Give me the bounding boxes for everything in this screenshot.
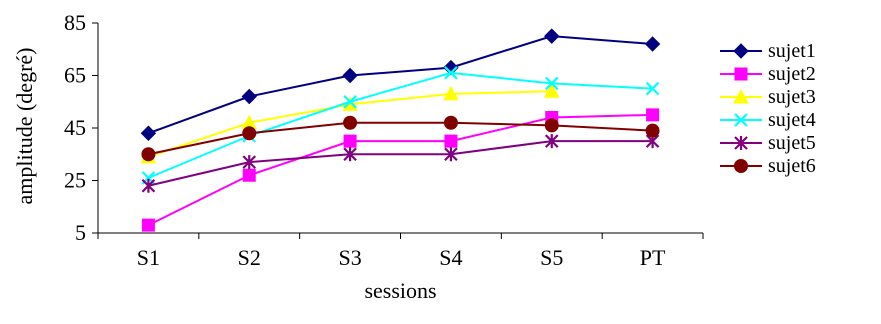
data-point <box>544 28 560 44</box>
series-layer <box>140 28 661 232</box>
series-line <box>148 140 653 187</box>
legend-marker <box>734 113 748 127</box>
x-tick-label: S2 <box>238 245 261 270</box>
y-ticks: 5 25 45 65 85 <box>64 10 98 245</box>
data-point <box>140 125 157 141</box>
y-tick-label: 65 <box>64 63 86 88</box>
legend-item: sujet5 <box>720 132 816 154</box>
legend-label: sujet6 <box>768 155 816 177</box>
legend-item: sujet4 <box>720 109 816 131</box>
data-point <box>644 36 661 52</box>
series-sujet5 <box>141 134 660 193</box>
data-point <box>343 94 357 109</box>
data-point <box>141 147 156 162</box>
x-tick-label: S3 <box>338 245 361 270</box>
series-sujet3 <box>140 83 560 164</box>
legend-label: sujet3 <box>768 86 816 108</box>
legend-item: sujet2 <box>720 63 816 85</box>
legend-item: sujet1 <box>720 40 816 62</box>
data-point <box>343 147 357 162</box>
data-point <box>242 155 257 170</box>
legend-label: sujet2 <box>768 63 816 85</box>
x-tick-label: PT <box>640 245 666 270</box>
data-point <box>443 85 459 101</box>
x-tick-label: S4 <box>439 245 462 270</box>
data-point <box>443 59 459 76</box>
data-point <box>444 134 458 148</box>
data-point <box>242 168 256 182</box>
series-sujet6 <box>141 115 660 162</box>
y-axis-title: amplitude (degré) <box>12 48 37 205</box>
data-point <box>241 88 257 105</box>
data-point <box>645 81 660 96</box>
data-point <box>342 67 358 84</box>
series-line <box>148 71 653 179</box>
legend-marker <box>734 159 748 173</box>
legend-label: sujet5 <box>768 132 816 154</box>
data-point <box>646 108 660 122</box>
series-sujet1 <box>140 28 661 141</box>
legend-label: sujet4 <box>768 109 816 131</box>
series-sujet4 <box>141 66 660 185</box>
y-tick-label: 5 <box>75 220 86 245</box>
data-point <box>141 218 155 232</box>
data-point <box>443 115 458 130</box>
data-point <box>444 147 458 162</box>
series-line <box>148 35 653 135</box>
legend-marker <box>733 88 749 104</box>
legend-marker <box>734 136 748 150</box>
x-ticks: S1 S2 S3 S4 S5 PT <box>97 233 704 270</box>
legend-marker <box>734 67 748 81</box>
x-tick-label: S1 <box>137 245 160 270</box>
x-tick-label: S5 <box>540 245 563 270</box>
data-point <box>645 123 660 138</box>
data-point <box>343 134 357 148</box>
y-tick-label: 85 <box>64 10 86 35</box>
legend-item: sujet6 <box>720 155 816 177</box>
series-line <box>148 121 653 156</box>
data-point <box>544 118 559 133</box>
data-point <box>544 134 559 149</box>
legend-marker <box>733 43 749 59</box>
x-axis-title: sessions <box>364 278 436 303</box>
legend-label: sujet1 <box>768 40 816 62</box>
series-line <box>147 113 653 227</box>
y-tick-label: 25 <box>64 168 86 193</box>
data-point <box>544 76 559 91</box>
data-point <box>343 115 358 130</box>
data-point <box>543 83 560 98</box>
data-point <box>141 178 156 193</box>
data-point <box>444 66 458 80</box>
data-point <box>242 126 257 141</box>
legend-item: sujet3 <box>720 86 816 108</box>
y-tick-label: 45 <box>64 115 86 140</box>
